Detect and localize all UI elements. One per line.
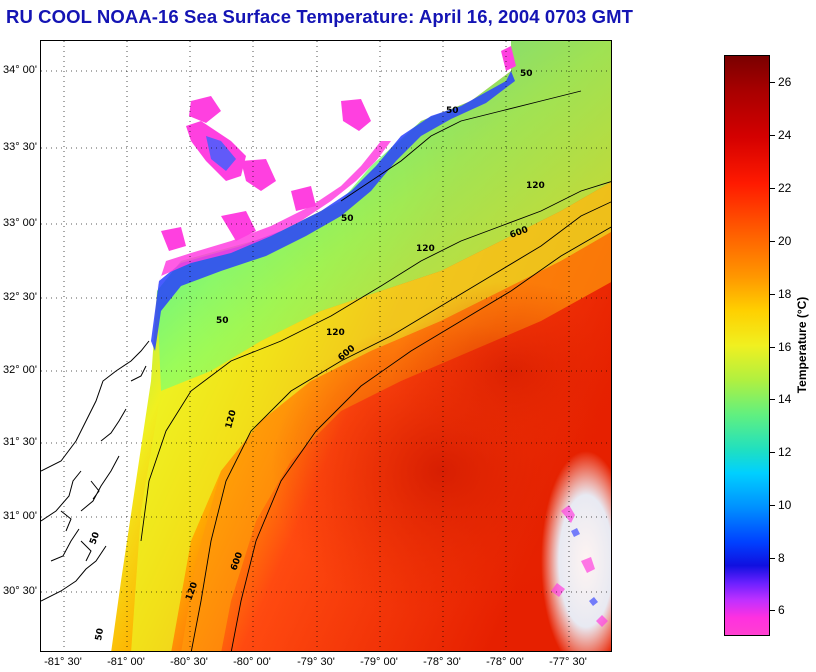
colorbar-tick-label: 14 [778, 392, 792, 406]
map-title: RU COOL NOAA-16 Sea Surface Temperature:… [6, 6, 634, 27]
colorbar-tick-label: 6 [778, 603, 785, 617]
coastline [41, 340, 150, 602]
colorbar-title: Temperature (°C) [795, 296, 809, 394]
contour-label: 50 [216, 316, 229, 326]
lat-label: 33° 30' [2, 141, 37, 153]
lon-label: -79° 30' [297, 656, 335, 668]
lon-label: -81° 30' [44, 656, 82, 668]
lon-label: -81° 00' [107, 656, 145, 668]
colorbar-tick-label: 16 [778, 340, 792, 354]
colorbar-tick-mark [770, 610, 775, 611]
lat-label: 34° 00' [2, 64, 37, 76]
contour-label: 50 [520, 69, 533, 79]
colorbar-tick-mark [770, 558, 775, 559]
colorbar-tick-label: 12 [778, 445, 792, 459]
contour-label: 120 [416, 244, 435, 254]
colorbar-tick-mark [770, 399, 775, 400]
contour-50 [140, 181, 611, 542]
colorbar-tick-mark [770, 135, 775, 136]
lat-label: 33° 00' [2, 217, 37, 229]
lon-label: -78° 30' [423, 656, 461, 668]
contour-label: 120 [326, 328, 345, 338]
lon-label: -77° 30' [549, 656, 587, 668]
colorbar-tick-label: 24 [778, 128, 792, 142]
lon-label: -80° 30' [170, 656, 208, 668]
colorbar-tick-label: 18 [778, 287, 792, 301]
contour-label: 120 [224, 409, 239, 430]
colorbar-tick-mark [770, 505, 775, 506]
colorbar-tick-mark [770, 294, 775, 295]
lat-label: 32° 30' [2, 291, 37, 303]
lat-label: 31° 30' [2, 436, 37, 448]
colorbar-tick-mark [770, 241, 775, 242]
lat-label: 32° 00' [2, 364, 37, 376]
contour-label: 50 [341, 214, 354, 224]
colorbar-tick-label: 26 [778, 75, 792, 89]
colorbar-tick-mark [770, 82, 775, 83]
contour-label: 50 [94, 627, 106, 641]
lon-label: -80° 00' [233, 656, 271, 668]
colorbar-tick-mark [770, 347, 775, 348]
colorbar-tick-label: 20 [778, 234, 792, 248]
lon-label: -79° 00' [360, 656, 398, 668]
contour-label: 120 [526, 181, 545, 191]
contour-label: 50 [88, 531, 102, 546]
colorbar-tick-label: 10 [778, 498, 792, 512]
lat-label: 30° 30' [2, 585, 37, 597]
lat-label: 31° 00' [2, 510, 37, 522]
colorbar-tick-label: 22 [778, 181, 792, 195]
sst-map[interactable]: 50 50 50 50 50 50 120 120 120 120 120 60… [40, 40, 612, 652]
contour-120 [190, 201, 611, 651]
contour-600 [230, 226, 611, 651]
colorbar-tick-mark [770, 188, 775, 189]
contour-label: 50 [446, 106, 459, 116]
lon-label: -78° 00' [486, 656, 524, 668]
colorbar-tick-mark [770, 452, 775, 453]
contour-50b [340, 90, 582, 202]
colorbar-tick-label: 8 [778, 551, 785, 565]
temperature-colorbar [724, 55, 770, 636]
